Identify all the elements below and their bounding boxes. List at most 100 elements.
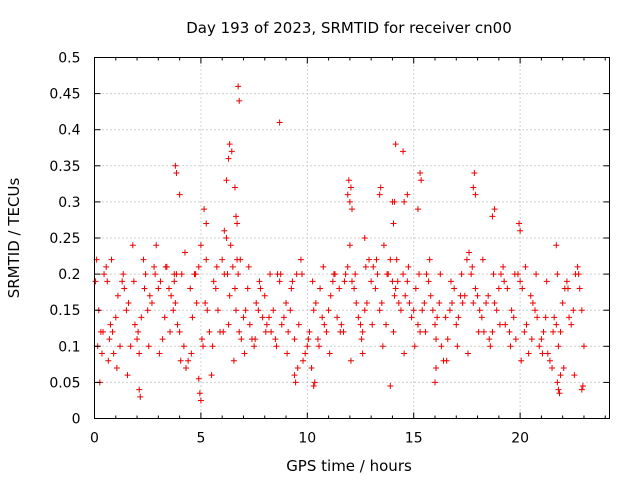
data-point (317, 285, 324, 292)
data-point (402, 292, 409, 299)
data-point (157, 278, 164, 285)
data-point (474, 292, 481, 299)
data-point (280, 314, 287, 321)
data-point (278, 321, 285, 328)
y-tick-label: 0.35 (49, 159, 80, 175)
data-point (189, 314, 196, 321)
data-point (557, 372, 564, 379)
data-point (316, 343, 323, 350)
data-point (234, 220, 241, 227)
data-point (140, 256, 147, 263)
data-point (578, 307, 585, 314)
data-point (551, 314, 558, 321)
data-point (221, 227, 228, 234)
data-point (200, 343, 207, 350)
data-point (319, 314, 326, 321)
data-point (500, 263, 507, 270)
data-point (355, 314, 362, 321)
data-point (549, 364, 556, 371)
data-point (153, 242, 160, 249)
data-point (114, 292, 121, 299)
data-point (390, 220, 397, 227)
data-point (431, 379, 438, 386)
data-point (202, 299, 209, 306)
gridlines (94, 57, 610, 419)
data-point (298, 271, 305, 278)
data-point (146, 292, 153, 299)
data-point (401, 350, 408, 357)
data-point (236, 97, 243, 104)
data-point (292, 379, 299, 386)
data-point (419, 307, 426, 314)
data-point (416, 271, 423, 278)
data-point (244, 285, 251, 292)
data-point (454, 343, 461, 350)
data-point (231, 285, 238, 292)
data-point (167, 328, 174, 335)
data-point (487, 343, 494, 350)
data-point (421, 299, 428, 306)
data-point (483, 299, 490, 306)
data-point (294, 364, 301, 371)
data-point (259, 314, 266, 321)
data-point (159, 336, 166, 343)
data-point (201, 206, 208, 213)
data-point (208, 372, 215, 379)
data-point (390, 328, 397, 335)
data-point (463, 256, 470, 263)
data-point (490, 271, 497, 278)
data-point (369, 321, 376, 328)
data-point (417, 328, 424, 335)
data-point (266, 314, 273, 321)
data-point (493, 307, 500, 314)
data-point (377, 184, 384, 191)
data-point (285, 328, 292, 335)
data-point (334, 314, 341, 321)
data-point (219, 256, 226, 263)
data-point (306, 328, 313, 335)
data-point (183, 364, 190, 371)
data-point (378, 299, 385, 306)
data-point (443, 357, 450, 364)
data-point (213, 263, 220, 270)
data-point (511, 271, 518, 278)
data-point (359, 328, 366, 335)
y-tick-label: 0.3 (58, 195, 80, 211)
data-point (401, 198, 408, 205)
data-point (309, 278, 316, 285)
data-point (557, 328, 564, 335)
data-point (491, 299, 498, 306)
x-axis-title: GPS time / hours (286, 457, 412, 475)
data-point (507, 343, 514, 350)
data-point (470, 299, 477, 306)
data-point (137, 393, 144, 400)
data-point (238, 336, 245, 343)
data-point (276, 119, 283, 126)
data-point (361, 235, 368, 241)
data-point (426, 256, 433, 263)
data-point (578, 386, 585, 393)
data-point (326, 350, 333, 357)
data-point (226, 292, 233, 299)
data-point (417, 170, 424, 177)
data-point (171, 278, 178, 285)
data-point (276, 278, 283, 285)
data-point (103, 263, 110, 270)
data-point (568, 321, 575, 328)
data-point (559, 299, 566, 306)
data-point (540, 328, 547, 335)
data-point (529, 299, 536, 306)
data-point (206, 328, 213, 335)
data-point (165, 285, 172, 292)
data-point (580, 343, 587, 350)
data-point (173, 170, 180, 177)
data-point (522, 263, 529, 270)
data-point (453, 321, 460, 328)
data-point (227, 242, 234, 249)
data-point (555, 343, 562, 350)
data-point (187, 285, 194, 292)
data-point (130, 278, 137, 285)
data-point (475, 328, 482, 335)
data-point (136, 386, 143, 393)
data-point (203, 256, 210, 263)
